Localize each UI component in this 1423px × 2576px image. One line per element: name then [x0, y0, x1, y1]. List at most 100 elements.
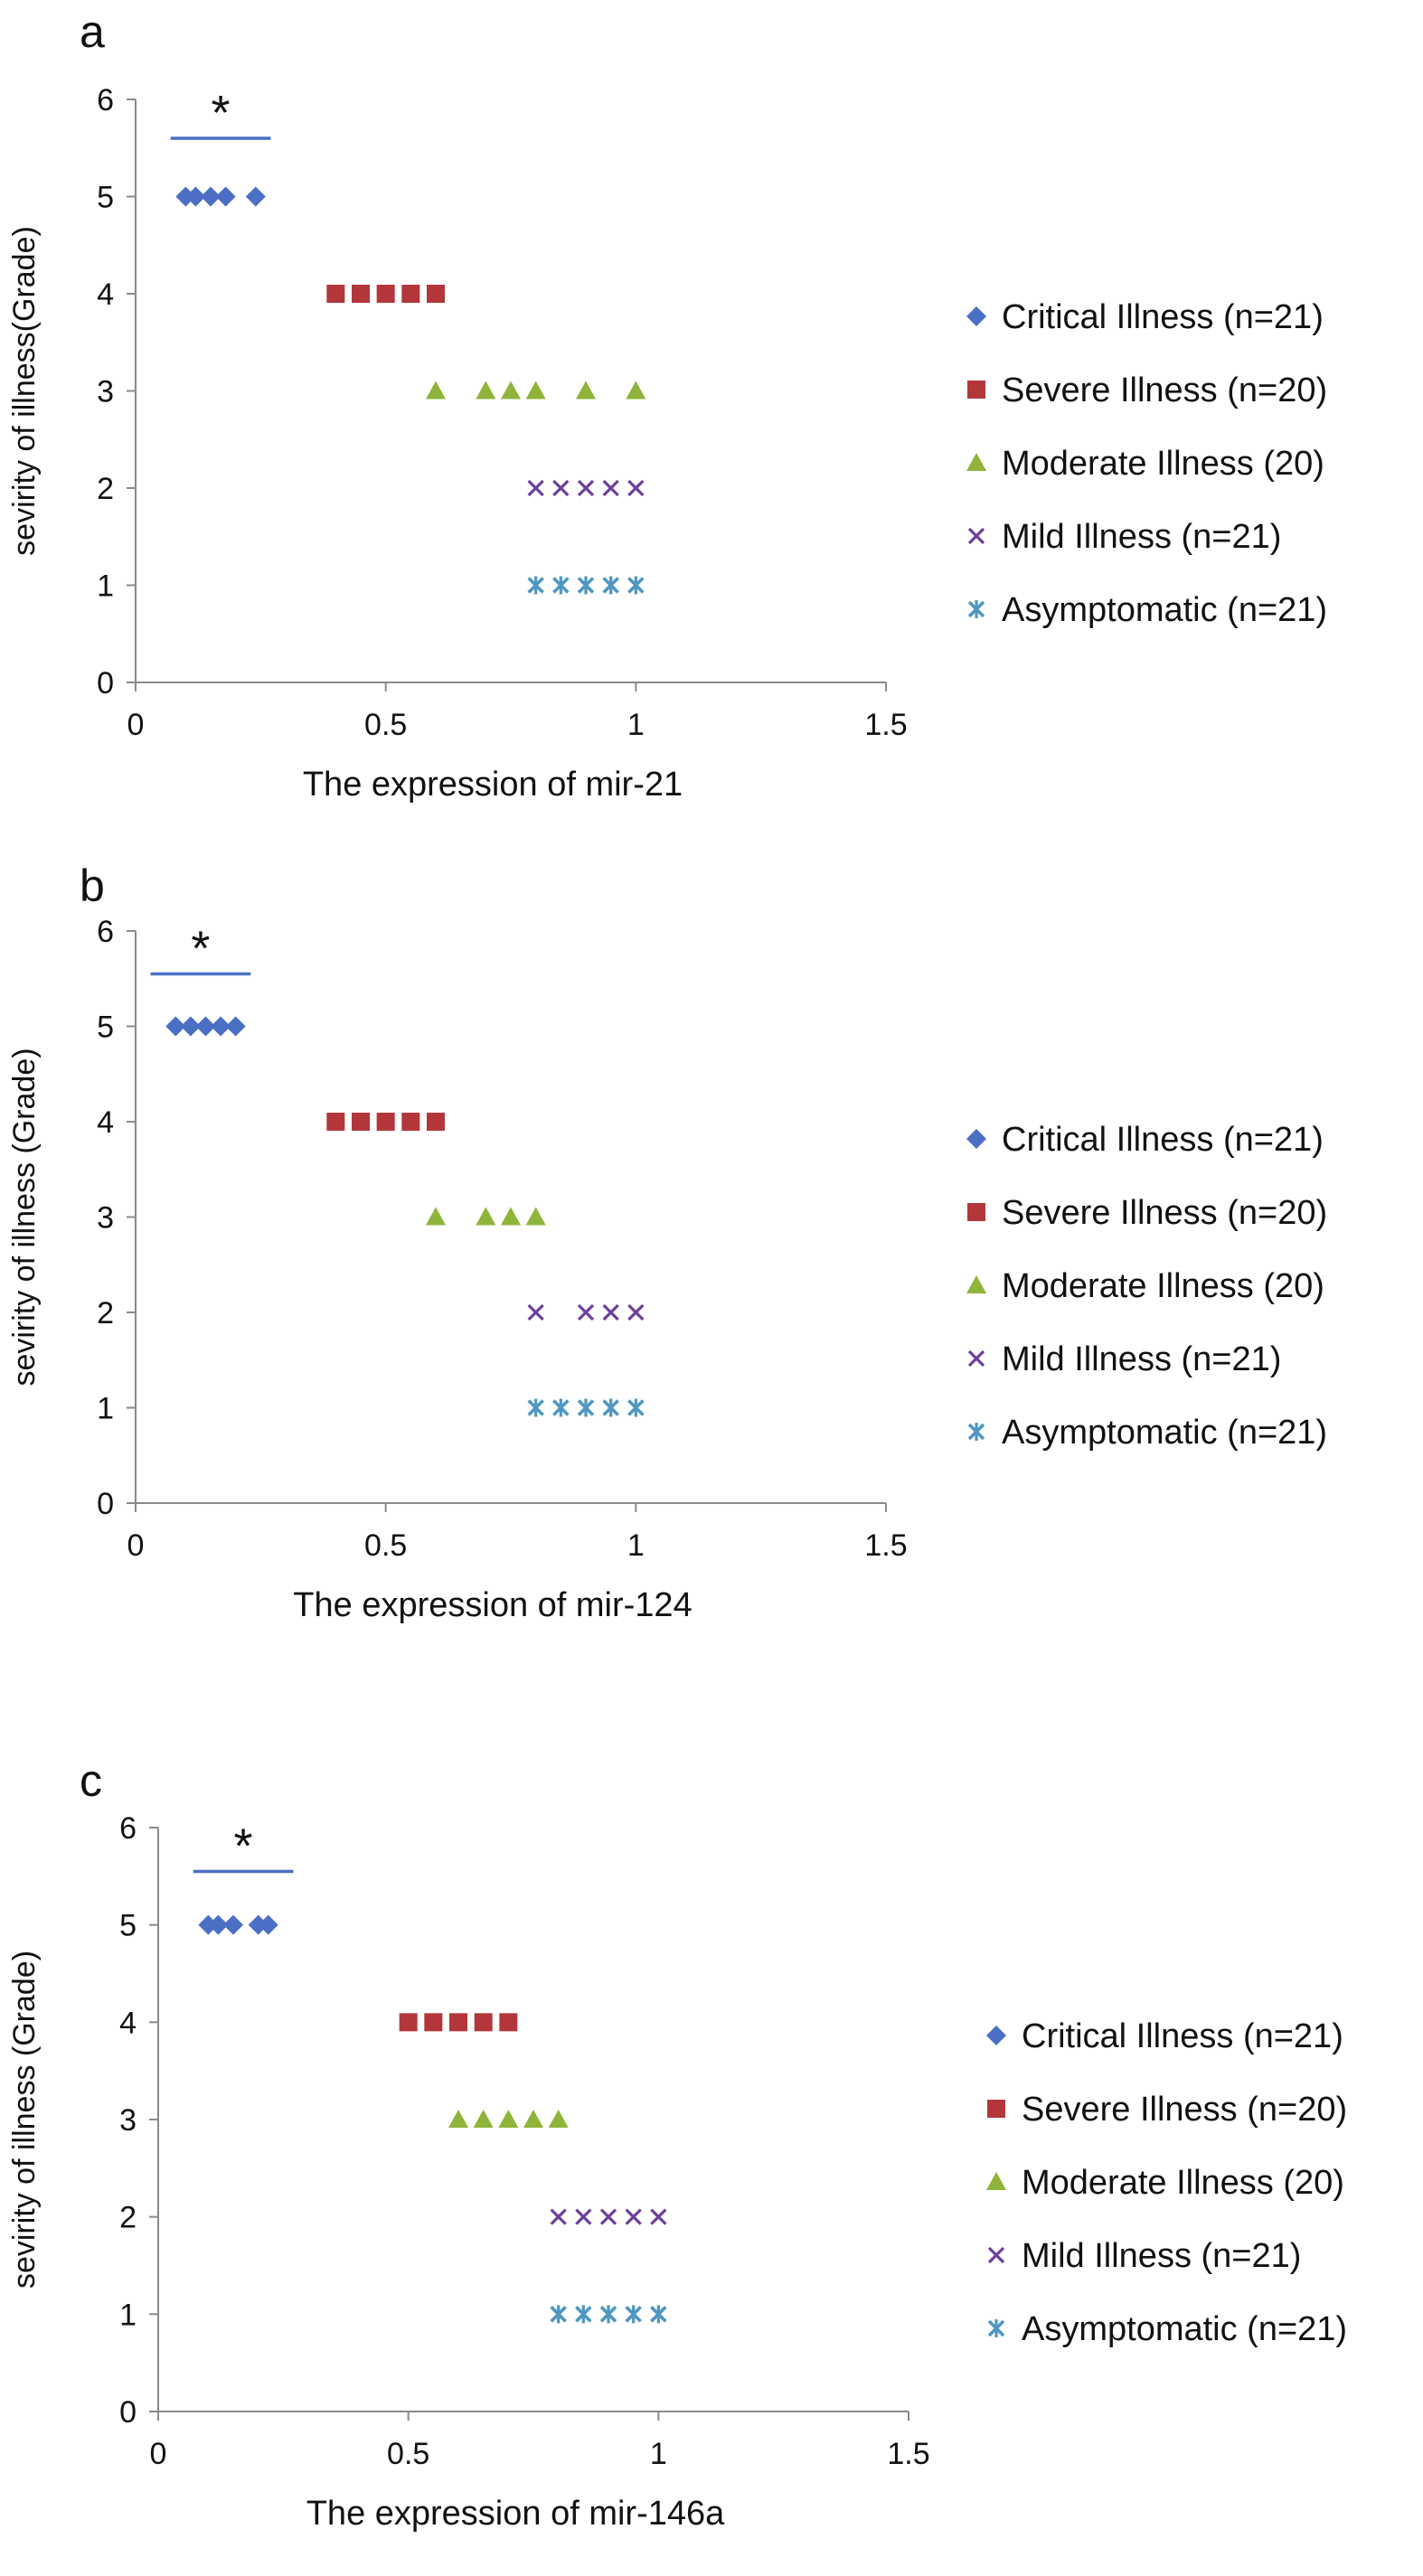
chart-b-x-tick-label-3: 1.5 — [864, 1528, 907, 1563]
chart-b-x-tick-label-0: 0 — [127, 1528, 145, 1563]
chart-c-significance-asterisk: * — [234, 1819, 253, 1873]
chart-a-legend-marker-0 — [966, 306, 986, 326]
chart-a-y-tick-label-5: 5 — [97, 181, 114, 215]
chart-c-y-tick-label-1: 1 — [119, 2298, 137, 2332]
chart-c-panel-label: c — [80, 1755, 102, 1806]
chart-b-series-0-point-0 — [165, 1016, 186, 1037]
chart-c-legend-label-4: Asymptomatic (n=21) — [1022, 2310, 1347, 2348]
chart-a-x-axis-label: The expression of mir-21 — [303, 766, 683, 804]
chart-b-significance-asterisk: * — [191, 921, 210, 975]
chart-c-y-axis-label: sevirity of illness (Grade) — [7, 1951, 42, 2289]
chart-a-series-3-point-0 — [527, 479, 544, 497]
chart-c-series-1-point-4 — [499, 2013, 518, 2032]
chart-c-series-2-point-2 — [498, 2110, 519, 2128]
chart-a-series-2-point-0 — [426, 381, 446, 400]
chart-a-series-3-point-3-stroke-2 — [602, 479, 619, 497]
chart-a-series-3-point-2-stroke-2 — [577, 479, 595, 497]
chart-c-series-1-point-0 — [399, 2013, 418, 2032]
chart-b-y-tick-label-5: 5 — [97, 1011, 114, 1045]
chart-b-series-3-point-0-stroke-2 — [527, 1303, 544, 1321]
chart-c-series-0-point-0 — [198, 1914, 219, 1935]
chart-panel-c: c 0 1 2 3 4 5 6 0 0.5 1 1.5 The expression of mir-14… — [0, 1699, 1423, 2576]
chart-c-x-tick-label-1: 0.5 — [387, 2437, 429, 2471]
chart-a-legend-label-0: Critical Illness (n=21) — [1002, 298, 1324, 336]
chart-a-series-0-point-4 — [245, 186, 266, 207]
chart-b-series-3-point-1 — [577, 1303, 595, 1321]
chart-b-x-tick-label-2: 1 — [627, 1528, 645, 1563]
chart-a-series-2-point-4 — [576, 381, 596, 400]
chart-a-series-4-point-2 — [577, 576, 595, 595]
chart-b-series-1-point-2 — [376, 1113, 395, 1131]
chart-c-series-0-point-2 — [223, 1914, 243, 1935]
chart-b: b 0 1 2 3 4 5 6 0 0.5 1 1.5 The expression of mir-12… — [7, 860, 1327, 1624]
chart-b-y-tick-label-4: 4 — [97, 1105, 114, 1140]
chart-c-x-tick-label-2: 1 — [650, 2437, 667, 2471]
chart-a-series-3-point-4-stroke-2 — [627, 479, 645, 497]
chart-c-legend-marker-2 — [986, 2172, 1006, 2190]
chart-c-legend-marker-1 — [987, 2100, 1005, 2118]
chart-a-series-1-point-3 — [401, 285, 420, 303]
chart-b-y-tick-label-0: 0 — [97, 1487, 114, 1521]
chart-a-y-tick-label-2: 2 — [97, 472, 114, 506]
chart-a-legend-label-4: Asymptomatic (n=21) — [1002, 591, 1327, 629]
chart-b-legend-marker-3-stroke-2 — [967, 1349, 985, 1368]
chart-a-y-tick-label-3: 3 — [97, 375, 114, 409]
chart-b-legend-marker-2 — [966, 1275, 986, 1293]
chart-c-series-3-point-4 — [650, 2208, 667, 2225]
chart-a-series-3-point-4 — [627, 479, 645, 497]
chart-c-series-4-point-3 — [625, 2305, 642, 2324]
chart-c-y-tick-label-6: 6 — [119, 1811, 137, 1846]
chart-b-series-4-point-4 — [627, 1398, 645, 1417]
chart-a-series-2-point-1 — [476, 381, 496, 400]
chart-b-legend-label-0: Critical Illness (n=21) — [1002, 1121, 1324, 1159]
chart-b-series-1-point-4 — [427, 1113, 445, 1131]
chart-b-legend-label-3: Mild Illness (n=21) — [1002, 1340, 1281, 1378]
chart-c-y-tick-label-3: 3 — [119, 2103, 137, 2138]
chart-c-x-tick-label-3: 1.5 — [887, 2437, 929, 2471]
chart-a-y-tick-label-6: 6 — [97, 83, 114, 118]
chart-b-legend-marker-3 — [967, 1349, 985, 1368]
chart-b-y-tick-label-6: 6 — [97, 915, 114, 949]
chart-b-legend-marker-0 — [966, 1129, 986, 1149]
chart-b-series-1-point-1 — [352, 1113, 370, 1131]
chart-a-series-4-point-1 — [552, 576, 570, 595]
chart-panel-a: a 0 1 2 3 4 5 6 0 0.5 1 1.5 The expression of mir-21… — [0, 0, 1423, 832]
chart-a-legend-label-3: Mild Illness (n=21) — [1002, 518, 1281, 556]
chart-a-panel-label: a — [80, 6, 105, 57]
chart-a-series-2-point-2 — [501, 381, 521, 400]
chart-b-series-2-point-1 — [476, 1207, 496, 1226]
chart-b-series-3-point-3-stroke-2 — [627, 1303, 645, 1321]
chart-a-legend-marker-3-stroke-2 — [967, 527, 985, 545]
chart-a-legend-marker-2 — [966, 453, 986, 471]
chart-a-series-3-point-2 — [577, 479, 595, 497]
chart-panel-b: b 0 1 2 3 4 5 6 0 0.5 1 1.5 The expression of mir-12… — [0, 832, 1423, 1699]
chart-b-legend-label-2: Moderate Illness (20) — [1002, 1267, 1324, 1305]
chart-a-series-2-point-3 — [525, 381, 546, 400]
chart-a-x-tick-label-3: 1.5 — [864, 708, 907, 742]
chart-c-series-4-point-1 — [575, 2305, 592, 2324]
chart-a-series-3-point-1 — [552, 479, 570, 497]
chart-c-series-3-point-1 — [575, 2208, 592, 2225]
chart-c-y-tick-label-5: 5 — [119, 1909, 137, 1943]
chart-b-series-2-point-2 — [501, 1207, 521, 1226]
chart-b-series-0-point-4 — [225, 1016, 246, 1037]
chart-c-y-tick-label-4: 4 — [119, 2006, 137, 2040]
chart-b-series-3-point-3 — [627, 1303, 645, 1321]
chart-a-y-tick-label-4: 4 — [97, 277, 114, 312]
chart-a-legend-label-1: Severe Illness (n=20) — [1002, 371, 1327, 409]
chart-b-series-3-point-1-stroke-2 — [577, 1303, 595, 1321]
chart-c-series-0-point-3 — [248, 1914, 269, 1935]
chart-c-x-axis-label: The expression of mir-146a — [306, 2495, 725, 2533]
chart-b-series-0-point-2 — [195, 1016, 216, 1037]
chart-c-series-3-point-2-stroke-2 — [599, 2208, 617, 2225]
chart-c-x-tick-label-0: 0 — [150, 2437, 167, 2471]
chart-a-legend-marker-3 — [967, 527, 985, 545]
chart-a-x-tick-label-2: 1 — [627, 708, 645, 742]
chart-c-series-2-point-3 — [523, 2110, 543, 2128]
chart-b-y-tick-label-3: 3 — [97, 1201, 114, 1236]
chart-b-x-axis-label: The expression of mir-124 — [293, 1586, 692, 1624]
chart-b-series-2-point-0 — [426, 1207, 446, 1226]
chart-b-series-4-point-2 — [577, 1398, 595, 1417]
chart-a-y-axis-label: sevirity of illness(Grade) — [7, 226, 42, 556]
chart-a-series-0-point-2 — [201, 186, 221, 207]
